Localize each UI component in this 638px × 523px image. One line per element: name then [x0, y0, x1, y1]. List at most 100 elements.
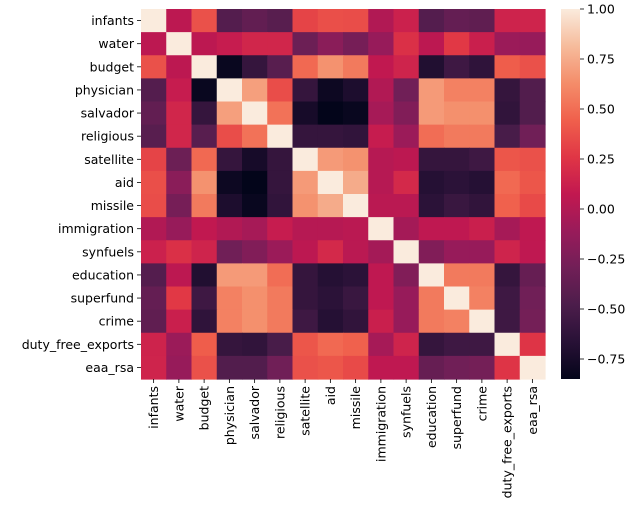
heatmap-cell-salvador-physician — [216, 101, 243, 126]
heatmap-cell-religious-aid — [317, 124, 344, 149]
heatmap-cell-duty_free_exports-water — [166, 332, 193, 357]
heatmap-cell-salvador-satellite — [292, 101, 319, 126]
heatmap-cell-physician-aid — [317, 78, 344, 103]
heatmap-cell-crime-water — [166, 309, 193, 334]
heatmap-cell-missile-aid — [317, 194, 344, 218]
heatmap-cell-religious-missile — [343, 124, 369, 149]
x-tick-label-salvador: salvador — [247, 385, 262, 439]
heatmap-cell-eaa_rsa-infants — [141, 355, 167, 380]
colorbar: 1.00 0.75 0.50 0.25 0.00 −0.25 −0.50 −0.75 — [561, 2, 625, 379]
heatmap-cell-religious-satellite — [292, 124, 319, 149]
heatmap-cell-budget-immigration — [368, 55, 395, 79]
x-tick-label-crime: crime — [474, 386, 489, 422]
heatmap-cell-religious-infants — [141, 124, 167, 149]
heatmap-cell-synfuels-aid — [317, 240, 344, 264]
heatmap-cell-duty_free_exports-religious — [267, 332, 294, 357]
heatmap-cell-infants-satellite — [292, 9, 319, 33]
y-tick-label-education: education — [72, 267, 134, 282]
heatmap-cell-education-immigration — [368, 263, 395, 288]
heatmap-cell-satellite-salvador — [242, 147, 268, 172]
heatmap-cell-immigration-infants — [141, 217, 167, 241]
heatmap-cell-immigration-eaa_rsa — [519, 217, 546, 241]
heatmap-cell-budget-infants — [141, 55, 167, 79]
heatmap-cell-salvador-missile — [343, 101, 369, 126]
heatmap-cell-religious-duty_free_exports — [494, 124, 521, 149]
heatmap-cells — [141, 9, 546, 380]
heatmap-cell-satellite-missile — [343, 147, 369, 172]
heatmap-cell-missile-superfund — [444, 194, 470, 218]
heatmap-cell-budget-religious — [267, 55, 294, 79]
heatmap-cell-budget-synfuels — [393, 55, 420, 79]
heatmap-cell-eaa_rsa-immigration — [368, 355, 395, 380]
heatmap-cell-physician-eaa_rsa — [519, 78, 546, 103]
heatmap-cell-synfuels-budget — [191, 240, 218, 264]
heatmap-cell-infants-superfund — [444, 9, 470, 33]
heatmap-cell-eaa_rsa-physician — [216, 355, 243, 380]
heatmap-cell-religious-budget — [191, 124, 218, 149]
heatmap-cell-infants-missile — [343, 9, 369, 33]
heatmap-cell-eaa_rsa-crime — [469, 355, 496, 380]
heatmap-cell-immigration-duty_free_exports — [494, 217, 521, 241]
heatmap-cell-missile-missile — [343, 194, 369, 218]
x-tick-label-synfuels: synfuels — [399, 386, 414, 438]
heatmap-cell-infants-religious — [267, 9, 294, 33]
heatmap-cell-aid-eaa_rsa — [519, 170, 546, 195]
heatmap-cell-physician-superfund — [444, 78, 470, 103]
heatmap-cell-budget-eaa_rsa — [519, 55, 546, 79]
heatmap-cell-missile-water — [166, 194, 193, 218]
heatmap-cell-education-physician — [216, 263, 243, 288]
heatmap-cell-budget-crime — [469, 55, 496, 79]
heatmap-cell-physician-satellite — [292, 78, 319, 103]
heatmap-cell-education-satellite — [292, 263, 319, 288]
heatmap-cell-immigration-education — [418, 217, 445, 241]
heatmap-cell-duty_free_exports-missile — [343, 332, 369, 357]
heatmap-cell-crime-superfund — [444, 309, 470, 334]
heatmap-cell-superfund-aid — [317, 286, 344, 311]
colorbar-tick-label: 1.00 — [587, 2, 615, 17]
heatmap-cell-infants-budget — [191, 9, 218, 33]
heatmap-cell-religious-education — [418, 124, 445, 149]
heatmap-cell-physician-salvador — [242, 78, 268, 103]
y-tick-label-physician: physician — [75, 82, 134, 97]
heatmap-cell-crime-religious — [267, 309, 294, 334]
heatmap-cell-aid-religious — [267, 170, 294, 195]
heatmap-cell-aid-satellite — [292, 170, 319, 195]
heatmap-cell-salvador-budget — [191, 101, 218, 126]
heatmap-cell-infants-eaa_rsa — [519, 9, 546, 33]
heatmap-cell-satellite-satellite — [292, 147, 319, 172]
heatmap-cell-eaa_rsa-religious — [267, 355, 294, 380]
heatmap-cell-education-water — [166, 263, 193, 288]
heatmap-cell-salvador-aid — [317, 101, 344, 126]
y-tick-label-missile: missile — [91, 198, 135, 213]
colorbar-tick-label: 0.75 — [587, 52, 615, 67]
heatmap-cell-superfund-budget — [191, 286, 218, 311]
y-tick-labels: infants water budget physician salvador relig… — [22, 13, 141, 375]
x-tick-label-budget: budget — [197, 386, 212, 430]
heatmap-cell-satellite-synfuels — [393, 147, 420, 172]
heatmap-cell-duty_free_exports-physician — [216, 332, 243, 357]
heatmap-cell-missile-budget — [191, 194, 218, 218]
heatmap-cell-crime-duty_free_exports — [494, 309, 521, 334]
heatmap-cell-aid-immigration — [368, 170, 395, 195]
heatmap-cell-education-aid — [317, 263, 344, 288]
heatmap-cell-superfund-crime — [469, 286, 496, 311]
heatmap-cell-satellite-education — [418, 147, 445, 172]
heatmap-cell-eaa_rsa-aid — [317, 355, 344, 380]
heatmap-cell-superfund-physician — [216, 286, 243, 311]
heatmap-cell-physician-religious — [267, 78, 294, 103]
heatmap-cell-crime-education — [418, 309, 445, 334]
heatmap-cell-duty_free_exports-education — [418, 332, 445, 357]
heatmap-cell-crime-salvador — [242, 309, 268, 334]
heatmap-cell-superfund-religious — [267, 286, 294, 311]
y-tick-label-immigration: immigration — [58, 221, 134, 236]
heatmap-cell-eaa_rsa-synfuels — [393, 355, 420, 380]
colorbar-tick-label: −0.75 — [587, 352, 625, 367]
heatmap-cell-immigration-superfund — [444, 217, 470, 241]
heatmap-cell-budget-superfund — [444, 55, 470, 79]
x-tick-label-religious: religious — [272, 386, 287, 439]
heatmap-cell-synfuels-infants — [141, 240, 167, 264]
heatmap-cell-crime-immigration — [368, 309, 395, 334]
heatmap-cell-immigration-immigration — [368, 217, 395, 241]
heatmap-cell-superfund-eaa_rsa — [519, 286, 546, 311]
